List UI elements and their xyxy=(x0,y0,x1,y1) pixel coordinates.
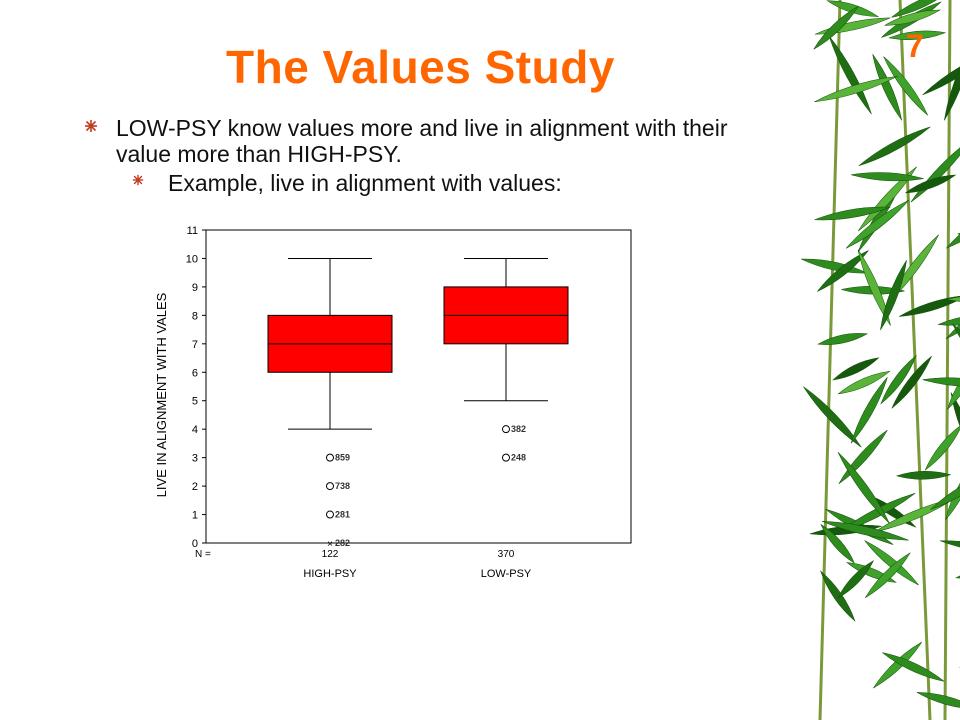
bamboo-leaf xyxy=(813,5,859,50)
y-tick-label: 2 xyxy=(192,481,198,493)
bamboo-leaf xyxy=(950,392,960,463)
y-tick-label: 9 xyxy=(192,282,198,294)
bamboo-leaf xyxy=(845,199,910,249)
bamboo-leaf xyxy=(947,360,960,411)
bamboo-leaf xyxy=(880,354,917,405)
bamboo-leaf xyxy=(939,540,960,556)
bamboo-leaf xyxy=(944,41,960,121)
bamboo-leaf xyxy=(872,54,903,121)
bamboo-leaf xyxy=(814,206,891,221)
bamboo-leaf xyxy=(880,259,907,331)
group-n-label: 122 xyxy=(322,549,339,560)
bamboo-leaf xyxy=(838,429,888,485)
bamboo-leaf xyxy=(898,295,960,317)
bamboo-leaf xyxy=(817,333,869,345)
plot-frame xyxy=(205,229,632,544)
bamboo-leaf xyxy=(883,9,942,26)
bamboo-leaf xyxy=(837,451,890,524)
bamboo-leaf xyxy=(814,76,898,103)
bamboo-leaf xyxy=(922,377,960,387)
bamboo-leaf xyxy=(910,137,960,203)
y-tick-label: 4 xyxy=(192,424,198,436)
bamboo-leaf xyxy=(916,692,960,710)
bamboo-leaf xyxy=(850,377,888,444)
y-axis-label: LIVE IN ALIGNMENT WITH VALES xyxy=(154,292,169,497)
outlier-point xyxy=(326,453,334,462)
n-label: N = xyxy=(195,549,211,560)
y-tick-label: 8 xyxy=(192,310,198,322)
y-tick-label: 3 xyxy=(192,453,198,465)
bamboo-leaf xyxy=(832,357,880,381)
bamboo-leaf xyxy=(888,30,947,40)
bamboo-leaf xyxy=(837,370,891,395)
outlier-label: 282 xyxy=(335,538,350,548)
outlier-label: 248 xyxy=(511,453,526,463)
y-tick-label: 5 xyxy=(192,396,198,408)
bamboo-leaf xyxy=(924,423,960,471)
bamboo-leaf xyxy=(930,471,960,510)
bullet-star-icon xyxy=(85,120,97,132)
bamboo-leaf xyxy=(891,355,932,409)
bamboo-stem xyxy=(898,0,932,720)
bamboo-leaf xyxy=(873,641,922,689)
bamboo-leaf xyxy=(820,570,856,622)
outlier-label: 859 xyxy=(335,453,350,463)
bamboo-leaf xyxy=(817,250,869,292)
bamboo-leaf xyxy=(937,314,960,326)
bamboo-stem xyxy=(943,0,952,720)
x-tick-label: HIGH-PSY xyxy=(303,568,357,580)
outlier-point xyxy=(326,482,334,491)
y-tick-label: 11 xyxy=(187,225,198,237)
bamboo-leaf xyxy=(904,174,957,194)
bamboo-leaf xyxy=(837,560,875,599)
bamboo-leaf xyxy=(822,520,909,541)
bamboo-leaf xyxy=(850,172,924,182)
y-tick-label: 7 xyxy=(192,339,198,351)
bamboo-leaf xyxy=(857,249,891,326)
outlier-point xyxy=(326,510,334,519)
outlier-point xyxy=(502,425,510,434)
bamboo-leaf xyxy=(945,212,960,249)
group-n-label: 370 xyxy=(498,549,515,560)
outlier-point xyxy=(502,453,510,462)
bamboo-leaf xyxy=(826,0,880,17)
bamboo-leaf xyxy=(865,552,911,598)
bamboo-leaf xyxy=(858,126,931,167)
bamboo-decoration xyxy=(801,0,960,720)
bullet-star-icon xyxy=(132,174,144,186)
bamboo-leaf xyxy=(882,652,945,682)
bamboo-leaf xyxy=(820,523,856,564)
y-tick-label: 0 xyxy=(192,538,198,550)
outlier-label: 738 xyxy=(335,481,350,491)
bamboo-leaf xyxy=(955,565,960,579)
outlier-marker-x: × xyxy=(327,539,333,550)
bamboo-leaf xyxy=(922,51,960,96)
bamboo-leaf xyxy=(883,56,929,116)
boxplot-chart: LIVE IN ALIGNMENT WITH VALES N = 0 1 2 3 4 5 6… xyxy=(154,225,632,580)
x-tick-label: LOW-PSY xyxy=(481,568,532,580)
outlier-label: 281 xyxy=(335,510,350,520)
bamboo-leaf xyxy=(945,461,960,520)
bamboo-leaf xyxy=(828,35,872,115)
y-tick-label: 10 xyxy=(186,253,198,265)
bamboo-leaf xyxy=(838,493,916,533)
outlier-label: 382 xyxy=(511,424,526,434)
page-number: 7 xyxy=(906,28,924,64)
bullet-text-1: LOW-PSY know values more and live in ali… xyxy=(116,115,728,167)
bamboo-leaf xyxy=(891,0,951,18)
y-tick-label: 6 xyxy=(192,367,198,379)
bamboo-leaf xyxy=(864,540,919,586)
slide-title: The Values Study xyxy=(226,41,615,93)
bamboo-leaf xyxy=(895,471,952,480)
bamboo-leaf xyxy=(803,386,862,448)
y-tick-label: 1 xyxy=(192,510,198,522)
bullet-text-2: Example, live in alignment with values: xyxy=(168,170,562,196)
bamboo-stem xyxy=(818,0,842,720)
